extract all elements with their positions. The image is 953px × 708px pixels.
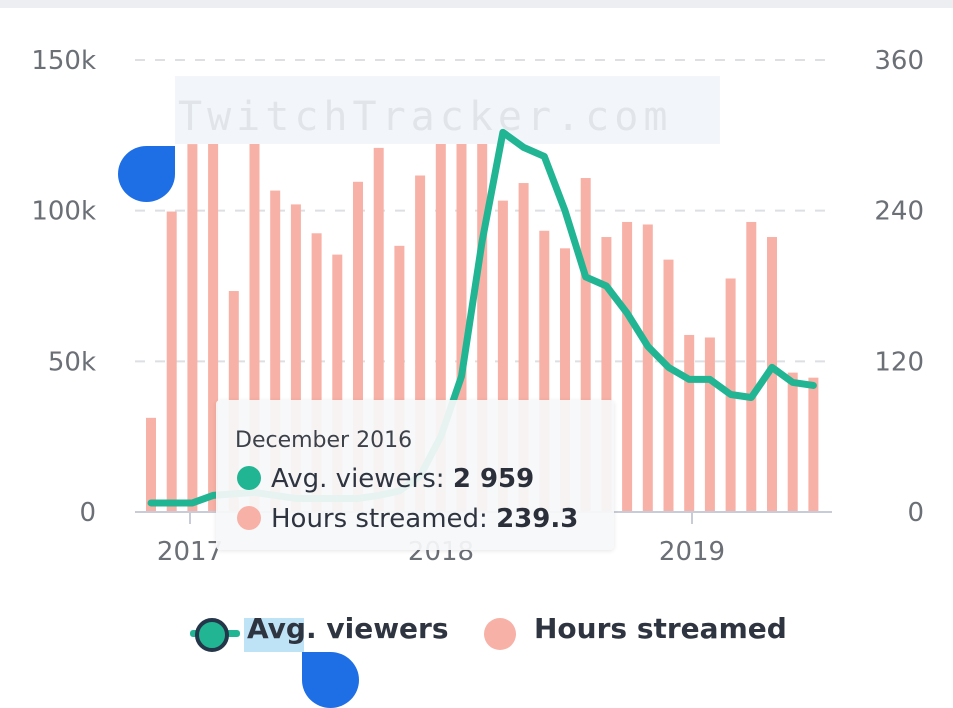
y-left-tick-label: 0 <box>79 498 96 528</box>
tooltip-row-hours-streamed: Hours streamed: 239.3 <box>237 504 578 534</box>
y-left-tick-label: 150k <box>31 46 96 76</box>
bar-hours-streamed <box>187 144 198 512</box>
bar-hours-streamed <box>208 129 219 513</box>
blue-drop-icon[interactable] <box>118 146 175 202</box>
legend-highlight <box>244 618 304 652</box>
bar-hours-streamed <box>601 237 612 513</box>
bar-hours-streamed <box>373 147 384 512</box>
y-left-tick-label: 50k <box>48 347 96 377</box>
watermark: TwitchTracker.com <box>175 76 720 144</box>
bar-hours-streamed <box>146 417 156 512</box>
bar-hours-streamed <box>746 221 757 512</box>
bar-hours-streamed <box>290 204 301 512</box>
bar-hours-streamed <box>249 137 260 512</box>
bar-hours-streamed <box>477 132 488 513</box>
y-right-tick-label: 360 <box>874 46 924 76</box>
bar-hours-streamed <box>642 224 653 512</box>
bar-hours-streamed <box>497 200 508 512</box>
tooltip-value-avg-viewers: 2 959 <box>452 464 535 494</box>
bar-hours-streamed <box>539 230 550 512</box>
tooltip-dot-avg-viewers <box>237 466 261 490</box>
bar-hours-streamed <box>353 181 363 513</box>
legend-label-hours-streamed: Hours streamed <box>534 612 787 645</box>
bar-hours-streamed <box>166 211 177 512</box>
legend-dot-hours-streamed <box>484 618 516 650</box>
bar-hours-streamed <box>270 190 281 513</box>
y-right-tick-label: 240 <box>874 197 924 227</box>
tooltip-label-hours-streamed: Hours streamed: <box>271 504 488 534</box>
tooltip-value-hours-streamed: 239.3 <box>496 504 579 534</box>
y-left-tick-label: 100k <box>31 197 96 227</box>
tooltip-row-avg-viewers: Avg. viewers: 2 959 <box>237 464 534 494</box>
tooltip-dot-hours-streamed <box>237 506 261 530</box>
bar-hours-streamed <box>787 372 798 512</box>
legend-dot-avg-viewers <box>195 618 229 652</box>
y-right-tick-label: 0 <box>907 498 924 528</box>
top-strip <box>0 0 953 8</box>
tooltip-title: December 2016 <box>235 428 413 453</box>
bar-hours-streamed <box>435 86 446 512</box>
bar-hours-streamed <box>663 259 674 512</box>
y-right-tick-label: 120 <box>874 347 924 377</box>
watermark-text: TwitchTracker.com <box>178 94 672 140</box>
bar-hours-streamed <box>332 254 343 512</box>
bar-hours-streamed <box>311 233 322 512</box>
legend-label-avg-viewers: Avg. viewers <box>247 612 449 645</box>
bars-hours-streamed <box>146 86 819 513</box>
bar-hours-streamed <box>456 129 467 513</box>
tooltip: December 2016 Avg. viewers: 2 959 Hours … <box>216 400 614 550</box>
bar-hours-streamed <box>622 221 633 512</box>
bar-hours-streamed <box>518 183 529 513</box>
bar-hours-streamed <box>415 175 426 512</box>
tooltip-label-avg-viewers: Avg. viewers: <box>271 464 445 494</box>
bar-hours-streamed <box>394 245 405 513</box>
bar-hours-streamed <box>704 337 715 512</box>
blue-drop-icon-bottom[interactable] <box>302 652 359 708</box>
x-tick-label: 2017 <box>157 537 223 567</box>
bar-hours-streamed <box>808 377 819 512</box>
bar-hours-streamed <box>580 178 591 512</box>
bar-hours-streamed <box>767 237 777 513</box>
bar-hours-streamed <box>560 248 570 513</box>
bar-hours-streamed <box>684 334 695 512</box>
x-tick-label: 2019 <box>659 537 725 567</box>
